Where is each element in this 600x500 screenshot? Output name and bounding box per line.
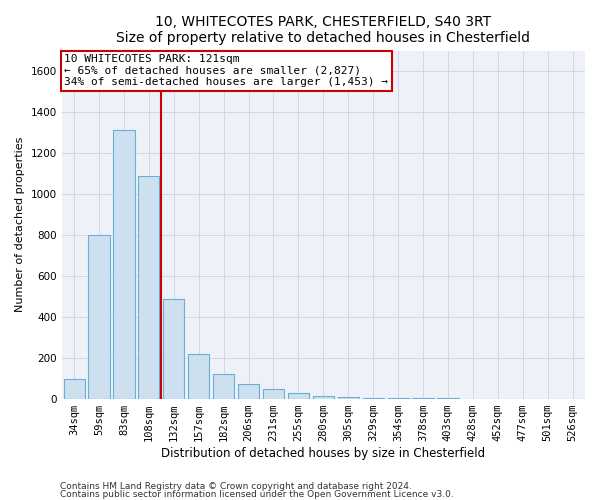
Bar — [163, 298, 184, 399]
X-axis label: Distribution of detached houses by size in Chesterfield: Distribution of detached houses by size … — [161, 447, 485, 460]
Y-axis label: Number of detached properties: Number of detached properties — [15, 137, 25, 312]
Text: Contains public sector information licensed under the Open Government Licence v3: Contains public sector information licen… — [60, 490, 454, 499]
Bar — [138, 176, 160, 399]
Text: Contains HM Land Registry data © Crown copyright and database right 2024.: Contains HM Land Registry data © Crown c… — [60, 482, 412, 491]
Bar — [338, 398, 359, 399]
Bar — [238, 384, 259, 399]
Bar — [388, 398, 409, 399]
Bar — [213, 374, 234, 399]
Bar — [288, 393, 309, 399]
Bar — [313, 396, 334, 399]
Text: 10 WHITECOTES PARK: 121sqm
← 65% of detached houses are smaller (2,827)
34% of s: 10 WHITECOTES PARK: 121sqm ← 65% of deta… — [64, 54, 388, 87]
Bar — [88, 235, 110, 399]
Bar — [188, 354, 209, 399]
Bar — [362, 398, 384, 399]
Title: 10, WHITECOTES PARK, CHESTERFIELD, S40 3RT
Size of property relative to detached: 10, WHITECOTES PARK, CHESTERFIELD, S40 3… — [116, 15, 530, 45]
Bar — [64, 378, 85, 399]
Bar — [412, 398, 434, 399]
Bar — [263, 389, 284, 399]
Bar — [113, 130, 134, 399]
Bar — [437, 398, 458, 399]
